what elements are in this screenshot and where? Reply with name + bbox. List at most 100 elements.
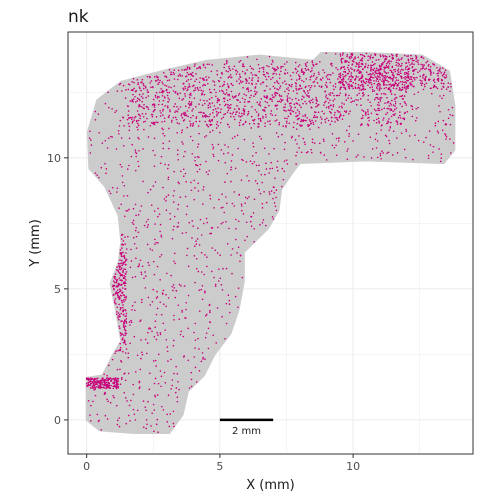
nk-cell-point — [195, 73, 197, 75]
nk-cell-point — [152, 123, 155, 125]
nk-cell-point — [211, 118, 214, 121]
nk-cell-point — [119, 327, 121, 330]
nk-cell-point — [120, 361, 123, 363]
nk-cell-point — [339, 115, 341, 118]
nk-cell-point — [273, 147, 275, 150]
nk-cell-point — [201, 298, 204, 301]
nk-cell-point — [167, 194, 170, 196]
nk-cell-point — [144, 406, 146, 408]
nk-cell-point — [347, 83, 350, 86]
nk-cell-point — [219, 111, 222, 113]
nk-cell-point — [403, 81, 405, 84]
nk-cell-point — [132, 236, 135, 239]
nk-cell-point — [346, 129, 348, 132]
nk-cell-point — [434, 81, 436, 84]
nk-cell-point — [250, 72, 253, 74]
nk-cell-point — [375, 109, 377, 112]
nk-cell-point — [114, 378, 117, 380]
nk-cell-point — [187, 327, 190, 330]
nk-cell-point — [175, 365, 177, 368]
nk-cell-point — [375, 72, 378, 75]
nk-cell-point — [146, 226, 149, 228]
y-axis-label: Y (mm) — [28, 219, 43, 268]
nk-cell-point — [264, 173, 266, 176]
nk-cell-point — [166, 272, 168, 275]
nk-cell-point — [286, 95, 289, 97]
nk-cell-point — [312, 121, 314, 124]
nk-cell-point — [193, 198, 196, 201]
nk-cell-point — [152, 288, 155, 291]
nk-cell-point — [365, 52, 368, 55]
nk-cell-point — [146, 75, 149, 78]
nk-cell-point — [422, 75, 424, 77]
nk-cell-point — [246, 235, 249, 238]
nk-cell-point — [198, 81, 201, 84]
nk-cell-point — [175, 387, 178, 389]
nk-cell-point — [418, 70, 421, 72]
nk-cell-point — [117, 282, 120, 285]
nk-cell-point — [187, 79, 190, 81]
nk-cell-point — [171, 119, 173, 122]
nk-cell-point — [138, 149, 140, 152]
nk-cell-point — [124, 284, 126, 287]
nk-cell-point — [380, 63, 383, 65]
nk-cell-point — [325, 117, 328, 120]
nk-cell-point — [120, 259, 123, 262]
nk-cell-point — [302, 102, 304, 105]
nk-cell-point — [144, 338, 147, 341]
nk-cell-point — [130, 399, 132, 402]
nk-cell-point — [222, 116, 225, 119]
nk-cell-point — [135, 119, 138, 122]
nk-cell-point — [142, 84, 145, 87]
nk-cell-point — [328, 73, 330, 76]
nk-cell-point — [171, 237, 174, 240]
nk-cell-point — [322, 77, 324, 79]
nk-cell-point — [200, 234, 203, 236]
nk-cell-point — [440, 157, 442, 159]
nk-cell-point — [342, 76, 345, 78]
nk-cell-point — [318, 142, 321, 145]
nk-cell-point — [288, 102, 291, 105]
nk-cell-point — [111, 108, 113, 110]
nk-cell-point — [343, 141, 346, 143]
nk-cell-point — [317, 126, 320, 129]
nk-cell-point — [220, 117, 223, 120]
nk-cell-point — [240, 112, 243, 115]
nk-cell-point — [386, 101, 389, 104]
nk-cell-point — [241, 97, 244, 100]
nk-cell-point — [216, 123, 218, 126]
nk-cell-point — [95, 383, 97, 386]
nk-cell-point — [375, 97, 377, 99]
nk-cell-point — [415, 68, 417, 71]
nk-cell-point — [367, 117, 369, 119]
nk-cell-point — [437, 77, 440, 80]
nk-cell-point — [276, 81, 279, 84]
nk-cell-point — [229, 311, 231, 314]
nk-cell-point — [192, 108, 194, 110]
nk-cell-point — [124, 343, 127, 346]
nk-cell-point — [393, 108, 396, 111]
nk-cell-point — [354, 82, 357, 85]
nk-cell-point — [231, 202, 234, 205]
nk-cell-point — [350, 72, 353, 74]
nk-cell-point — [375, 67, 378, 70]
nk-cell-point — [177, 222, 180, 224]
nk-cell-point — [449, 152, 452, 154]
nk-cell-point — [103, 380, 106, 382]
nk-cell-point — [134, 309, 136, 312]
nk-cell-point — [170, 121, 173, 123]
nk-cell-point — [295, 87, 297, 90]
nk-cell-point — [407, 58, 410, 61]
nk-cell-point — [209, 309, 211, 312]
nk-cell-point — [250, 115, 253, 118]
nk-cell-point — [408, 67, 410, 70]
nk-cell-point — [449, 113, 452, 116]
nk-cell-point — [274, 104, 277, 107]
nk-cell-point — [238, 124, 241, 127]
nk-cell-point — [275, 73, 278, 75]
nk-cell-point — [404, 156, 407, 159]
nk-cell-point — [137, 214, 140, 216]
nk-cell-point — [280, 65, 282, 68]
nk-cell-point — [172, 284, 175, 286]
nk-cell-point — [169, 110, 171, 113]
